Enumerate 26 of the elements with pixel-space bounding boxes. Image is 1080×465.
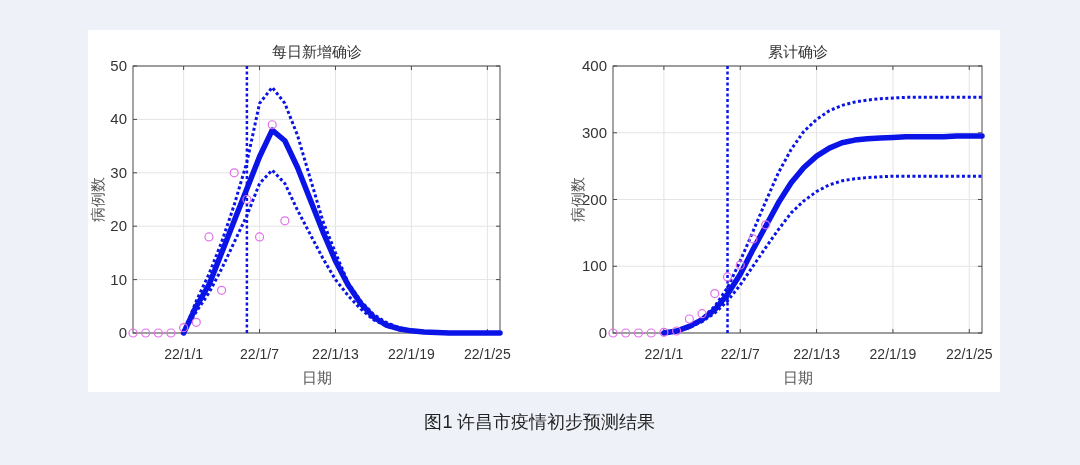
y-tick-label: 400	[581, 57, 607, 74]
y-axis-title: 病例数	[89, 177, 106, 222]
y-tick-label: 40	[110, 110, 127, 128]
caption: 图1 许昌市疫情初步预测结果	[424, 412, 656, 432]
y-tick-label: 100	[581, 257, 607, 275]
x-tick-label: 22/1/25	[945, 346, 993, 362]
chart-title: 累计确诊	[767, 43, 828, 60]
x-tick-label: 22/1/25	[463, 346, 511, 362]
x-tick-label: 22/1/19	[388, 346, 435, 362]
x-tick-label: 22/1/1	[164, 346, 204, 362]
x-axis-title: 日期	[301, 369, 332, 386]
x-tick-label: 22/1/13	[312, 346, 360, 362]
y-tick-label: 300	[581, 123, 607, 141]
y-tick-label: 50	[110, 57, 127, 74]
x-tick-label: 22/1/13	[793, 346, 841, 362]
x-tick-label: 22/1/7	[720, 346, 760, 362]
x-tick-label: 22/1/1	[644, 346, 684, 362]
x-axis-title: 日期	[782, 369, 813, 386]
y-tick-label: 30	[110, 163, 127, 181]
y-tick-label: 0	[118, 324, 127, 341]
y-tick-label: 10	[110, 270, 127, 288]
chart-title: 每日新增确诊	[271, 43, 362, 60]
x-tick-label: 22/1/7	[240, 346, 280, 362]
x-tick-label: 22/1/19	[869, 346, 917, 362]
y-tick-label: 0	[598, 324, 607, 341]
y-tick-label: 20	[110, 217, 127, 235]
